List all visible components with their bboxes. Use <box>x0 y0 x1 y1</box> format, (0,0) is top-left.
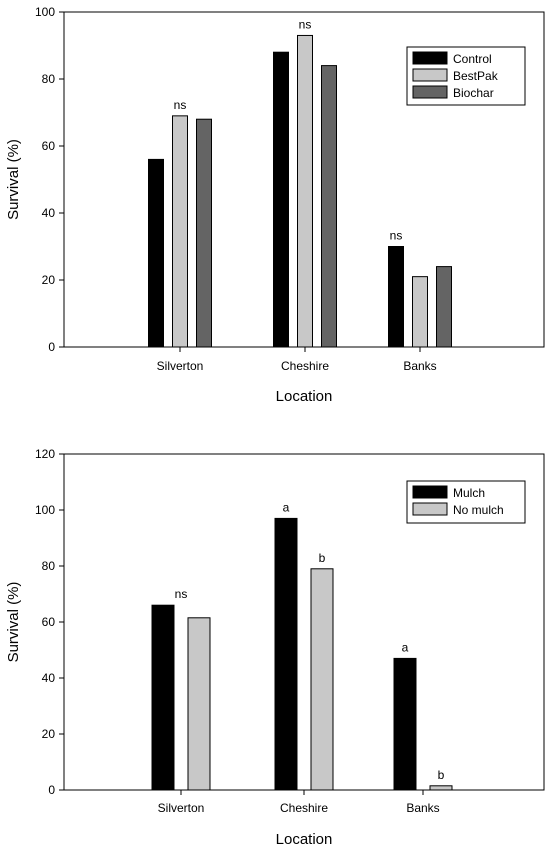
legend-swatch <box>412 51 448 65</box>
legend-label: No mulch <box>453 503 504 517</box>
y-axis-title: Survival (%) <box>5 582 22 663</box>
legend-swatch <box>412 85 448 99</box>
y-tick-label: 40 <box>42 671 56 685</box>
bar-no-mulch <box>429 785 453 791</box>
legend-label: Mulch <box>453 486 485 500</box>
y-tick-label: 20 <box>42 273 56 287</box>
y-tick-label: 80 <box>42 559 56 573</box>
y-tick-label: 40 <box>42 206 56 220</box>
y-tick-label: 100 <box>35 503 55 517</box>
y-tick-label: 120 <box>35 447 55 461</box>
chart-1: 0 20 40 60 80 100 Survival (%) Silverton Cheshir… <box>5 5 545 405</box>
significance-label: ns <box>299 17 312 31</box>
legend: Mulch No mulch <box>406 480 526 524</box>
y-tick-label: 20 <box>42 727 56 741</box>
chart-2: 0 20 40 60 80 100 120 Survival (%) Silverton Ches… <box>5 447 545 848</box>
significance-label: a <box>283 500 290 514</box>
bar-control <box>148 158 164 348</box>
bar-bestpak <box>172 115 188 348</box>
x-tick-label: Cheshire <box>281 359 329 373</box>
y-tick-label: 60 <box>42 615 56 629</box>
significance-label: ns <box>390 229 403 243</box>
legend-swatch <box>412 502 448 516</box>
significance-label: a <box>402 640 409 654</box>
bar-no-mulch <box>310 568 334 791</box>
bar-biochar <box>321 65 337 348</box>
bar-bestpak <box>412 276 428 348</box>
significance-label: b <box>319 551 326 565</box>
bar-mulch <box>393 657 417 791</box>
x-tick-label: Silverton <box>157 359 204 373</box>
y-tick-label: 0 <box>48 783 55 797</box>
legend-label: Biochar <box>453 86 494 100</box>
bar-biochar <box>196 118 212 348</box>
x-tick-label: Banks <box>406 801 439 815</box>
bar-mulch <box>274 517 298 791</box>
x-tick-label: Cheshire <box>280 801 328 815</box>
bar-biochar <box>436 266 452 348</box>
bar-control <box>388 246 404 348</box>
significance-label: b <box>438 768 445 782</box>
significance-label: ns <box>175 587 188 601</box>
significance-label: ns <box>174 98 187 112</box>
y-tick-label: 0 <box>48 340 55 354</box>
bar-control <box>273 51 289 348</box>
legend-label: BestPak <box>453 69 499 83</box>
bar-no-mulch <box>187 617 211 791</box>
y-tick-label: 60 <box>42 139 56 153</box>
legend: Control BestPak Biochar <box>406 46 526 106</box>
y-tick-label: 80 <box>42 72 56 86</box>
x-axis-title: Location <box>276 831 333 848</box>
x-axis-title: Location <box>276 388 333 405</box>
x-tick-label: Silverton <box>158 801 205 815</box>
bar-mulch <box>151 604 175 791</box>
x-tick-label: Banks <box>403 359 436 373</box>
y-tick-label: 100 <box>35 5 55 19</box>
bar-bestpak <box>297 34 313 348</box>
legend-label: Control <box>453 52 492 66</box>
y-axis-title: Survival (%) <box>5 139 22 220</box>
legend-swatch <box>412 485 448 499</box>
legend-swatch <box>412 68 448 82</box>
